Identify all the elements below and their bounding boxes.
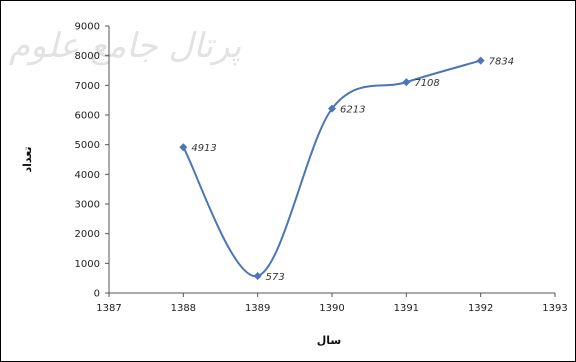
data-point-marker: [476, 56, 485, 65]
x-tick-label: 1388: [171, 303, 196, 314]
x-tick-label: 1391: [394, 303, 419, 314]
data-point-marker: [179, 143, 188, 152]
y-ticks: 0 1000 2000 3000 4000 5000 6000 7000 8000 9000: [75, 22, 109, 300]
y-tick-label: 5000: [75, 140, 100, 151]
data-label: 573: [266, 272, 285, 283]
data-label: 6213: [340, 105, 365, 116]
y-tick-label: 6000: [75, 111, 100, 122]
x-ticks: 1387 1388 1389 1390 1391 1392 1393: [96, 293, 568, 314]
y-tick-label: 9000: [75, 22, 100, 33]
x-tick-label: 1392: [468, 303, 493, 314]
y-tick-label: 7000: [75, 81, 100, 92]
data-label: 7108: [414, 78, 439, 89]
y-tick-label: 2000: [75, 229, 100, 240]
y-axis-title: تعداد: [21, 146, 34, 172]
data-point-marker: [253, 272, 262, 281]
data-label: 7834: [489, 57, 514, 68]
data-label: 4913: [191, 143, 216, 154]
data-point-marker: [402, 78, 411, 87]
y-tick-label: 0: [94, 289, 100, 300]
x-tick-label: 1387: [96, 303, 121, 314]
x-tick-label: 1393: [542, 303, 567, 314]
y-tick-label: 3000: [75, 200, 100, 211]
y-tick-label: 4000: [75, 170, 100, 181]
data-points: [179, 56, 485, 281]
series-line: [182, 59, 481, 278]
data-labels: 4913 573 6213 7108 7834: [191, 57, 514, 283]
watermark-text: پرتال جامع علوم: [9, 26, 241, 66]
x-tick-label: 1389: [245, 303, 270, 314]
y-tick-label: 8000: [75, 51, 100, 62]
data-point-marker: [328, 104, 336, 113]
y-tick-label: 1000: [75, 259, 100, 270]
x-axis-title: سال: [317, 334, 342, 347]
x-tick-label: 1390: [319, 303, 344, 314]
